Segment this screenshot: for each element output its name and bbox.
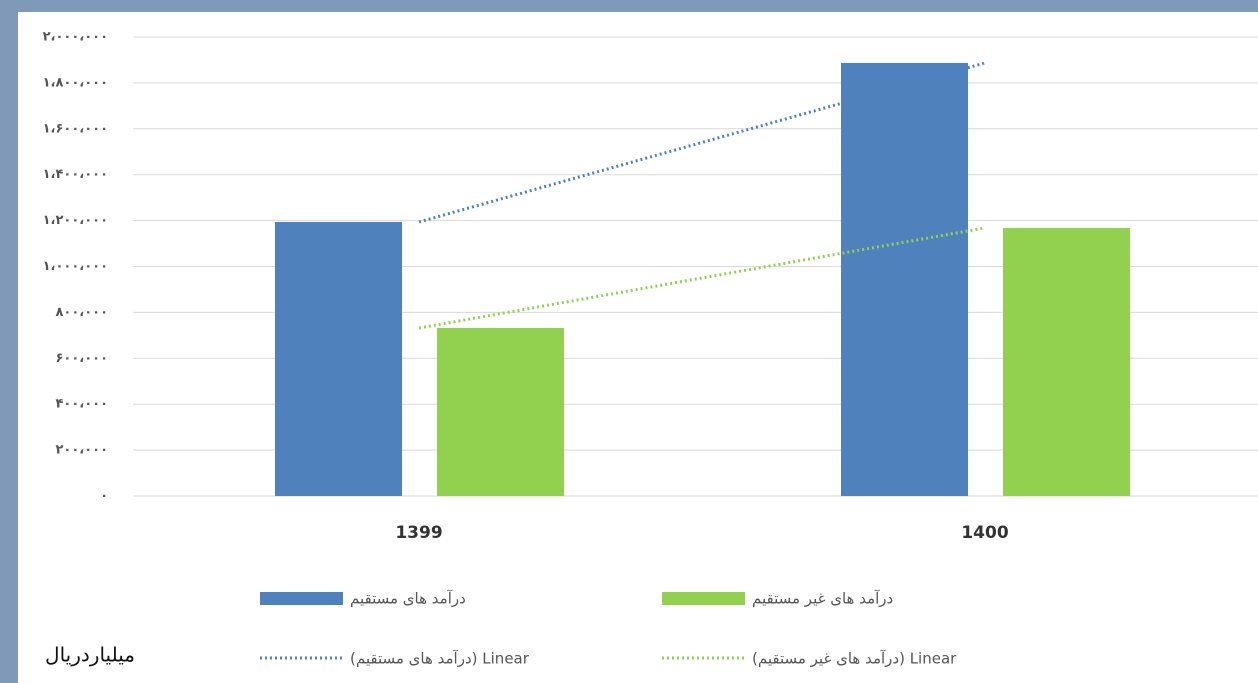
y-tick-label: ۲۰۰،۰۰۰ [55, 443, 108, 458]
y-tick-label: ۱،۰۰۰،۰۰۰ [43, 259, 108, 274]
y-tick-label: ۴۰۰،۰۰۰ [55, 397, 108, 412]
y-tick-label: ۱،۴۰۰،۰۰۰ [43, 167, 108, 182]
legend-swatch [260, 592, 343, 605]
legend-label: Linear (درآمد های مستقیم) [350, 650, 530, 668]
y-tick-label: ۶۰۰،۰۰۰ [55, 351, 108, 366]
legend-swatch [662, 592, 745, 605]
unit-label: میلیاردریال [45, 643, 135, 667]
bar [1003, 227, 1130, 496]
y-tick-label: ۱،۲۰۰،۰۰۰ [43, 213, 108, 228]
x-tick-label: 1400 [961, 523, 1008, 543]
legend-label: درآمد های غیر مستقیم [752, 590, 893, 608]
bar [275, 221, 402, 497]
y-tick-label: ۰ [100, 489, 108, 504]
bar [437, 328, 564, 496]
x-tick-label: 1399 [395, 523, 442, 543]
y-tick-label: ۲،۰۰۰،۰۰۰ [43, 30, 108, 45]
y-tick-label: ۱،۶۰۰،۰۰۰ [43, 121, 108, 136]
trendline [418, 226, 986, 330]
legend-label: Linear (درآمد های غیر مستقیم) [752, 650, 957, 668]
y-tick-label: ۸۰۰،۰۰۰ [55, 305, 108, 320]
legend-label: درآمد های مستقیم [350, 590, 466, 608]
y-tick-label: ۱،۸۰۰،۰۰۰ [43, 75, 108, 90]
bar [841, 62, 968, 496]
